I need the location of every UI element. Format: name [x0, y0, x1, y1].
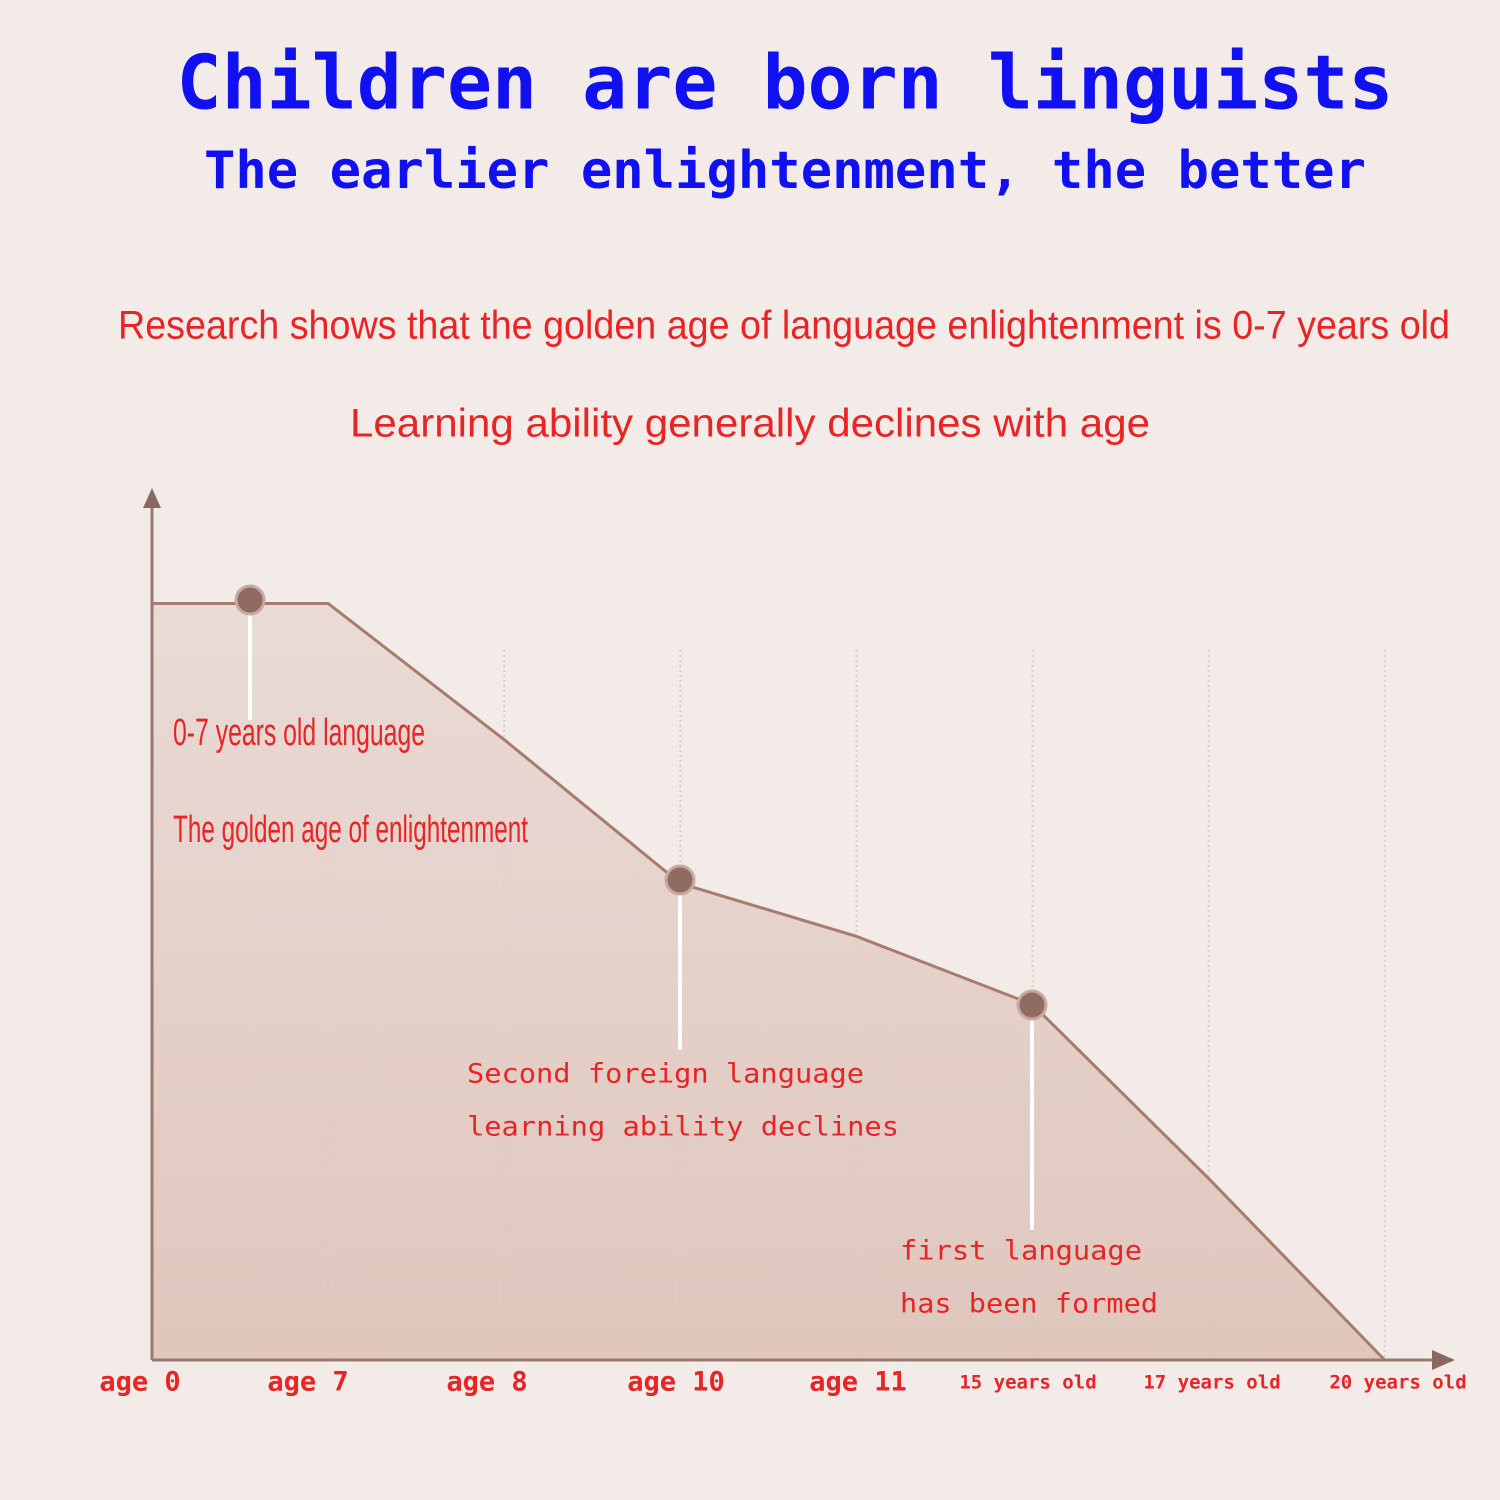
marker-dot	[1016, 989, 1048, 1021]
x-axis-arrow	[1432, 1350, 1455, 1370]
annotation: Research shows that the golden age of la…	[118, 304, 1450, 348]
marker-dot	[664, 864, 696, 896]
x-tick-label: 17 years old	[1143, 1372, 1280, 1394]
marker-dot	[234, 584, 266, 616]
plot: age 0 age 7 age 8 age 10 age 11 15 years old 1…	[99, 488, 1467, 1398]
chart-subtitle: The earlier enlightenment, the better	[204, 141, 1366, 201]
callout-text: learning ability declines	[467, 1112, 899, 1143]
x-tick-label: 15 years old	[959, 1372, 1096, 1394]
callout-text: first language	[900, 1236, 1142, 1267]
y-axis-arrow	[143, 488, 161, 508]
annotation: Learning ability generally declines with…	[350, 402, 1150, 446]
x-tick-label: age 7	[267, 1367, 348, 1398]
callout-text: Second foreign language	[467, 1059, 864, 1090]
chart-title: Children are born linguists	[177, 39, 1394, 127]
x-tick-label: age 11	[809, 1367, 907, 1398]
x-tick-label: age 10	[627, 1367, 725, 1398]
x-tick-label: age 8	[446, 1367, 527, 1398]
area	[152, 603, 1385, 1360]
x-tick-label: age 0	[99, 1367, 180, 1398]
line	[152, 601, 1386, 1362]
callout-text: has been formed	[900, 1289, 1158, 1320]
callout-text: 0-7 years old language	[173, 712, 425, 754]
callout-text: The golden age of enlightenment	[173, 809, 528, 851]
x-tick-label: 20 years old	[1329, 1372, 1466, 1394]
